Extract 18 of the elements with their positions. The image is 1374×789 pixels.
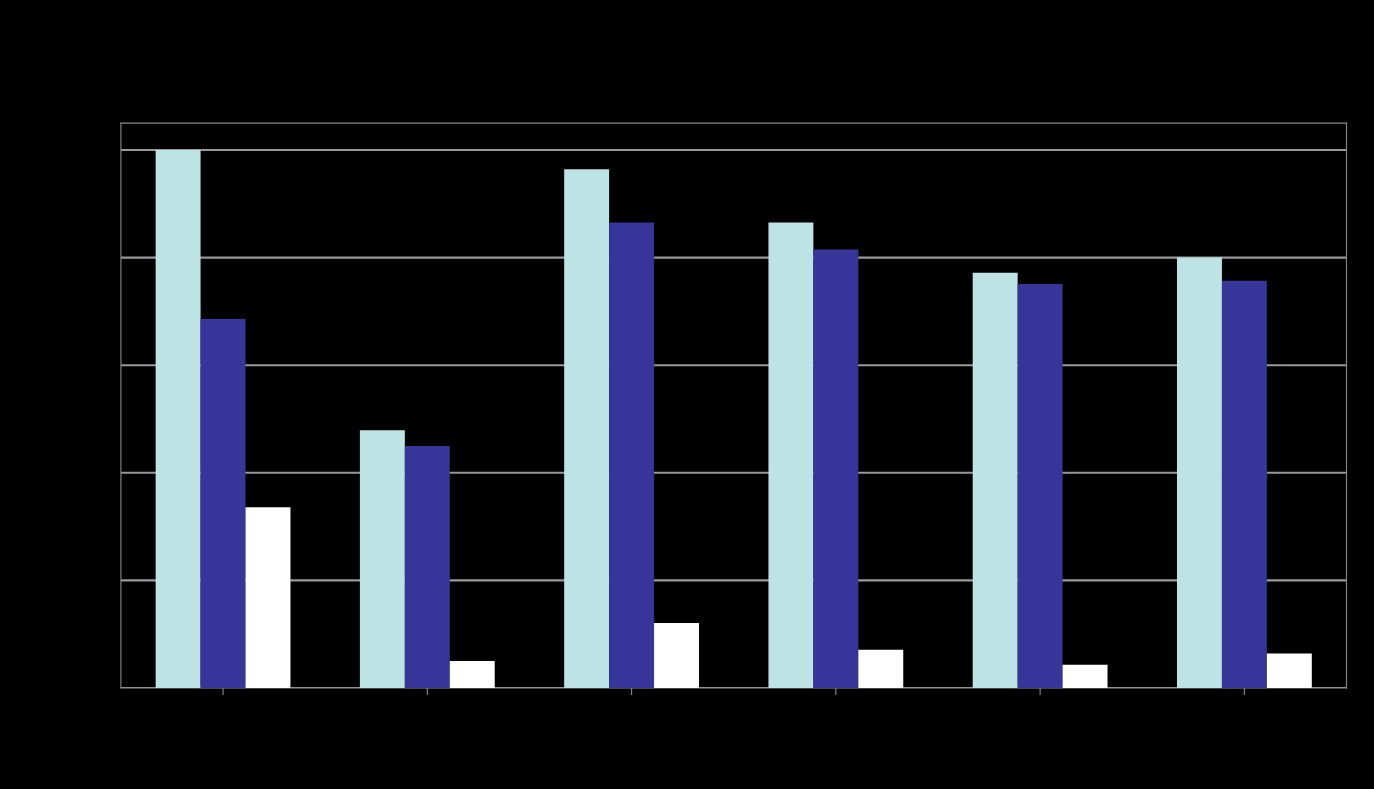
bar: [609, 222, 655, 689]
bar: [813, 249, 859, 689]
bar: [654, 622, 699, 689]
bar: [245, 507, 291, 689]
bar: [155, 149, 201, 689]
bar: [359, 430, 405, 689]
bar: [858, 649, 904, 689]
bar: [200, 318, 246, 689]
bar: [1221, 280, 1267, 689]
bar: [1266, 653, 1312, 689]
bar: [768, 222, 814, 689]
bar: [449, 661, 495, 689]
bar: [1176, 257, 1222, 689]
bar: [1017, 283, 1063, 689]
bar: [972, 272, 1018, 689]
bar: [404, 445, 450, 689]
bar: [1062, 664, 1108, 689]
bar: [564, 169, 610, 689]
